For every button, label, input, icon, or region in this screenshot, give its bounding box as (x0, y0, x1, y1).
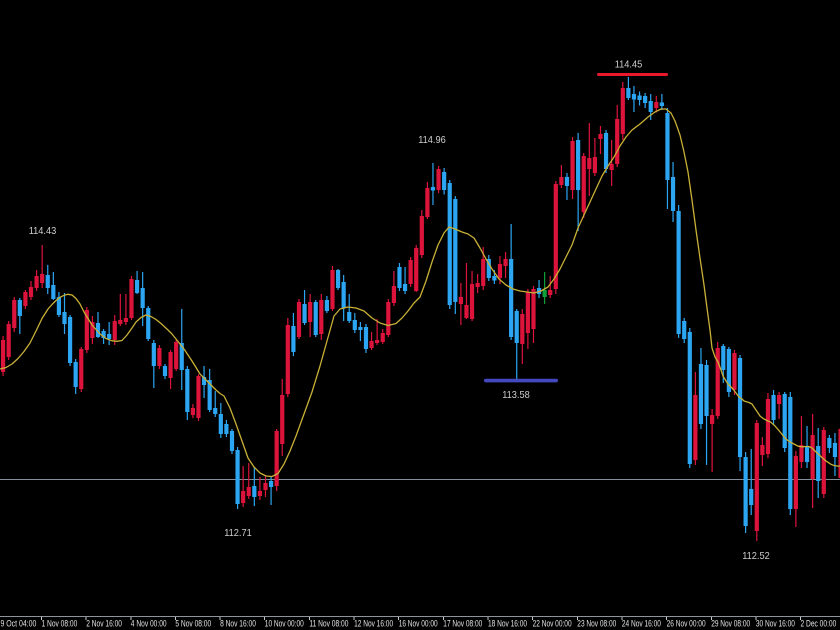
svg-text:16 Nov 00:00: 16 Nov 00:00 (399, 619, 438, 629)
svg-text:26 Nov 00:00: 26 Nov 00:00 (667, 619, 706, 629)
svg-text:112.71: 112.71 (224, 527, 252, 539)
svg-text:113.58: 113.58 (502, 389, 530, 401)
svg-text:4 Nov 00:00: 4 Nov 00:00 (131, 619, 167, 629)
svg-text:112.52: 112.52 (742, 550, 770, 562)
svg-text:114.45: 114.45 (615, 59, 643, 71)
svg-text:2 Nov 16:00: 2 Nov 16:00 (86, 619, 122, 629)
svg-text:1 Nov 08:00: 1 Nov 08:00 (42, 619, 78, 629)
svg-text:11 Nov 08:00: 11 Nov 08:00 (309, 619, 348, 629)
svg-text:8 Nov 16:00: 8 Nov 16:00 (220, 619, 256, 629)
svg-text:24 Nov 16:00: 24 Nov 16:00 (622, 619, 661, 629)
svg-text:12 Nov 16:00: 12 Nov 16:00 (354, 619, 393, 629)
svg-text:23 Nov 08:00: 23 Nov 08:00 (577, 619, 616, 629)
svg-text:2 Dec 00:00: 2 Dec 00:00 (801, 619, 837, 629)
svg-text:22 Nov 00:00: 22 Nov 00:00 (533, 619, 572, 629)
svg-text:114.96: 114.96 (418, 134, 446, 146)
svg-text:9 Oct 04:00: 9 Oct 04:00 (1, 619, 37, 629)
svg-text:17 Nov 08:00: 17 Nov 08:00 (443, 619, 482, 629)
svg-text:10 Nov 00:00: 10 Nov 00:00 (265, 619, 304, 629)
svg-text:5 Nov 08:00: 5 Nov 08:00 (175, 619, 211, 629)
svg-text:30 Nov 16:00: 30 Nov 16:00 (756, 619, 795, 629)
svg-text:29 Nov 08:00: 29 Nov 08:00 (711, 619, 750, 629)
svg-text:114.43: 114.43 (29, 225, 57, 237)
svg-text:18 Nov 16:00: 18 Nov 16:00 (488, 619, 527, 629)
